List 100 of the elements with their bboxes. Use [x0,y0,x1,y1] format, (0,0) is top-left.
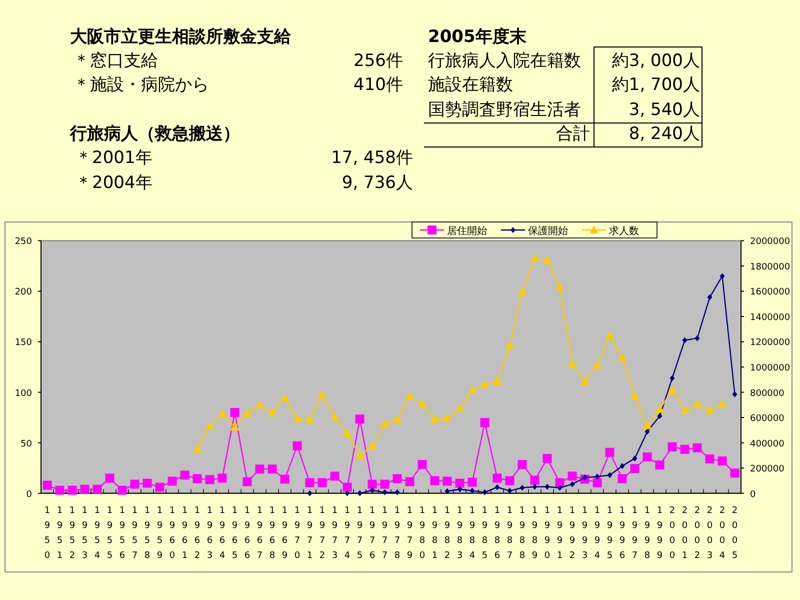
x-tick-label: 1985 [482,506,488,561]
x-tick-label: 1971 [306,506,313,561]
x-tick-label: 1956 [119,506,126,561]
x-tick-label: 1982 [444,506,450,561]
point [442,414,452,422]
point [368,480,377,489]
point [492,474,502,483]
text: 大阪市立更生相談所敷金支給 [70,27,292,47]
y2-tick-label: 1200000 [750,338,790,348]
point [355,414,364,424]
x-tick-label: 1999 [656,506,663,561]
point [730,468,740,478]
point [180,470,190,480]
x-tick-label: 1978 [394,506,400,561]
x-tick-label: 1958 [144,506,150,561]
point [630,464,640,474]
text: 9, 736人 [342,173,413,193]
point [392,414,402,423]
point [468,386,477,394]
point [218,474,227,483]
point [555,282,564,290]
x-tick-label: 1967 [256,506,263,561]
x-tick-label: 1973 [332,506,338,561]
point [544,484,550,490]
point [455,404,464,412]
text: 17, 458件 [331,148,413,168]
x-tick-label: 1951 [56,506,63,561]
point [405,477,414,486]
x-tick-label: 1979 [406,506,413,561]
point [644,428,650,435]
x-tick-label: 1954 [94,506,100,561]
point [480,418,490,428]
point [318,478,327,488]
point [620,463,625,470]
point [92,484,102,494]
point [618,474,627,484]
point [694,335,700,342]
x-tick-label: 1994 [594,506,600,561]
point [530,254,540,262]
point [55,486,64,495]
text: 行旅病人入院在籍数 [428,51,581,71]
point [718,456,727,466]
point [718,400,727,408]
point [680,406,690,414]
x-tick-label: 1993 [582,506,588,561]
y-tick-label: 200 [14,288,32,298]
point [530,476,540,485]
point [705,454,714,464]
point [430,414,440,423]
y-tick-label: 50 [20,439,32,450]
text: 行旅病人（救急搬送） [69,124,240,144]
point [442,476,452,486]
x-tick-label: 1970 [294,506,300,561]
point [382,489,388,496]
point [655,460,664,470]
x-tick-label: 1986 [494,506,500,561]
point [732,391,738,398]
x-tick-label: 1992 [569,506,576,561]
point [542,454,552,463]
x-tick-label: 1998 [644,506,650,561]
point [542,256,552,264]
point [455,478,464,488]
point [592,478,602,488]
point [344,490,350,496]
x-tick-label: 1966 [244,506,250,561]
point [418,400,427,408]
text: 国勢調査野宿生活者 [428,100,581,120]
point [68,486,77,495]
point [418,460,427,470]
y-tick-label: 0 [26,490,32,500]
x-tick-label: 2004 [719,506,726,561]
point [305,478,314,488]
point [380,480,390,489]
point [532,484,538,490]
point [130,480,140,489]
x-tick-label: 1950 [44,506,50,561]
x-tick-label: 1975 [356,506,363,561]
x-tick-label: 1997 [632,506,638,561]
point [505,476,514,486]
x-tick-label: 2002 [694,506,700,561]
point [580,377,590,386]
point [682,337,688,344]
point [42,480,52,490]
point [342,428,352,437]
y-tick-label: 100 [14,388,32,399]
point [618,354,627,362]
point [494,484,500,490]
x-tick-label: 1983 [456,506,463,561]
point [255,400,264,408]
point [470,488,475,494]
point [457,486,462,492]
point [555,478,564,488]
point [105,474,114,483]
point [605,330,614,339]
y2-tick-label: 1400000 [750,312,790,323]
y2-tick-label: 1600000 [750,288,790,298]
point [507,488,512,494]
point [255,464,264,474]
point [492,377,502,386]
point [307,490,312,496]
